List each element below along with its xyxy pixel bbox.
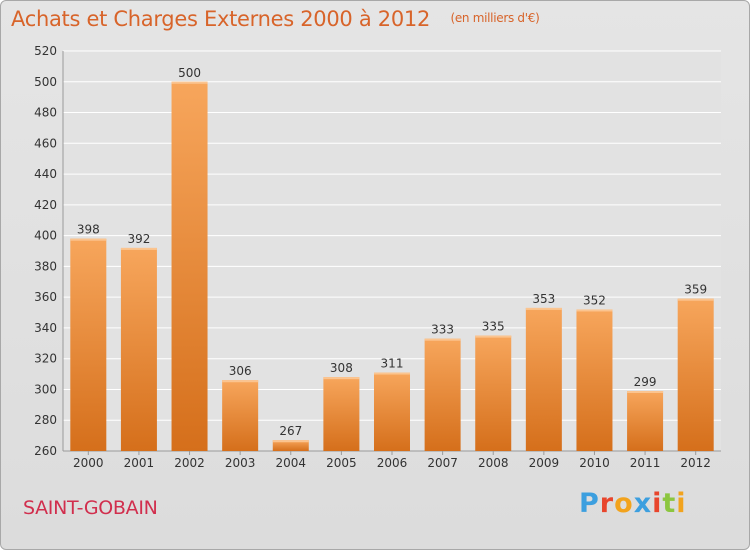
bar-2003 (222, 380, 259, 451)
bar-top-highlight (323, 377, 360, 380)
data-label: 352 (583, 293, 606, 307)
bar-top-highlight (70, 238, 107, 241)
bar-2001 (120, 247, 157, 451)
bar-top-highlight (374, 372, 410, 375)
logo-letter: o (614, 488, 634, 519)
y-tick-label: 380 (34, 259, 57, 273)
data-label: 353 (532, 292, 555, 306)
x-tick-label: 2009 (529, 456, 560, 470)
x-tick-label: 2011 (630, 456, 661, 470)
bar-2008 (475, 335, 512, 451)
chart-subtitle: (en milliers d'€) (450, 11, 540, 25)
y-tick-label: 440 (34, 167, 57, 181)
bar-top-highlight (424, 338, 461, 341)
y-tick-label: 280 (34, 413, 57, 427)
y-tick-label: 260 (34, 444, 57, 458)
data-label: 306 (229, 364, 252, 378)
proxiti-logo: Proxiti (579, 488, 687, 519)
bar-top-highlight (120, 247, 157, 250)
logo-letter: t (662, 488, 677, 519)
bar-top-highlight (171, 81, 208, 84)
bar-2010 (576, 309, 613, 451)
x-tick-label: 2004 (275, 456, 306, 470)
logo-letter: r (599, 488, 615, 519)
bar-2000 (70, 238, 107, 451)
bar-2011 (627, 391, 664, 451)
y-tick-label: 520 (34, 44, 57, 58)
bar-top-highlight (627, 391, 664, 393)
logo-letter: i (652, 488, 663, 519)
y-tick-label: 480 (34, 106, 57, 120)
y-tick-label: 420 (34, 198, 57, 212)
data-label: 359 (684, 283, 707, 297)
bar-2006 (374, 372, 410, 451)
x-tick-label: 2008 (478, 456, 509, 470)
chart-title: Achats et Charges Externes 2000 à 2012 (… (11, 7, 540, 31)
bar-2012 (677, 298, 714, 451)
y-tick-label: 300 (34, 382, 57, 396)
y-tick-label: 320 (34, 352, 57, 366)
y-tick-label: 460 (34, 136, 57, 150)
bar-2004 (272, 440, 309, 451)
commune-name: SAINT-GOBAIN (23, 497, 158, 519)
y-tick-label: 360 (34, 290, 57, 304)
data-label: 267 (279, 424, 302, 438)
bar-top-highlight (272, 440, 309, 443)
data-label: 299 (634, 375, 657, 389)
bar-2002 (171, 81, 208, 452)
x-tick-label: 2003 (225, 456, 256, 470)
x-tick-label: 2007 (427, 456, 458, 470)
y-tick-label: 500 (34, 75, 57, 89)
data-label: 392 (127, 232, 150, 246)
logo-letter: P (579, 488, 600, 519)
data-label: 335 (482, 320, 505, 334)
bar-top-highlight (525, 307, 562, 310)
x-tick-label: 2005 (326, 456, 357, 470)
x-tick-label: 2001 (124, 456, 155, 470)
x-tick-label: 2010 (579, 456, 610, 470)
logo-letter: x (633, 488, 653, 519)
data-label: 500 (178, 66, 201, 80)
y-tick-label: 400 (34, 229, 57, 243)
x-tick-label: 2006 (377, 456, 408, 470)
logo-letter: i (676, 488, 687, 519)
data-label: 333 (431, 323, 454, 337)
data-label: 398 (77, 223, 100, 237)
chart-title-text: Achats et Charges Externes 2000 à 2012 (11, 7, 431, 31)
bar-top-highlight (576, 309, 613, 312)
y-tick-label: 340 (34, 321, 57, 335)
bar-2007 (424, 338, 461, 451)
data-label: 308 (330, 361, 353, 375)
bar-2009 (525, 307, 562, 451)
x-tick-label: 2012 (680, 456, 711, 470)
bar-2005 (323, 377, 360, 451)
bar-top-highlight (222, 380, 259, 383)
bar-top-highlight (475, 335, 512, 338)
x-tick-label: 2002 (174, 456, 205, 470)
bar-top-highlight (677, 298, 714, 301)
data-label: 311 (381, 357, 404, 371)
x-tick-label: 2000 (73, 456, 104, 470)
